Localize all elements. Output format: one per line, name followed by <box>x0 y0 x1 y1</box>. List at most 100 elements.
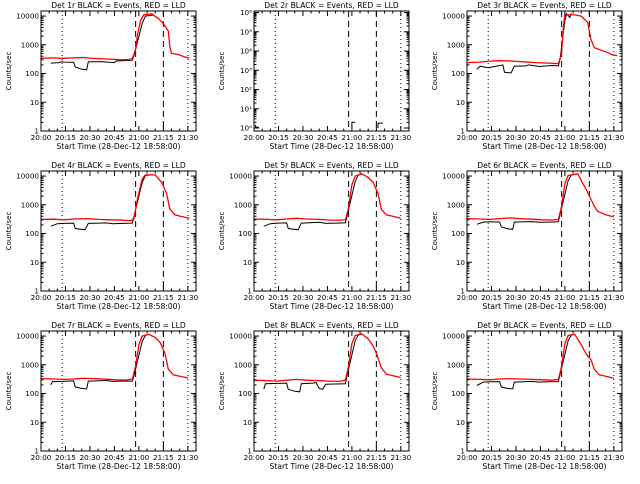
y-tick-label: 1 <box>34 127 39 136</box>
x-axis-label: Start Time (28-Dec-12 18:58:00) <box>270 462 394 471</box>
x-tick-label: 20:15 <box>481 453 502 462</box>
plot-frame <box>466 10 623 132</box>
x-tick-label: 21:15 <box>153 293 174 302</box>
y-tick-label: 1000 <box>447 360 466 369</box>
events-series-line <box>263 333 362 393</box>
events-series-line <box>476 333 575 390</box>
y-tick-label: 1000 <box>234 360 253 369</box>
lld-series-line <box>467 333 614 381</box>
x-tick-label: 20:00 <box>244 293 265 302</box>
y-tick-label: 10000 <box>16 332 39 341</box>
x-axis-label: Start Time (28-Dec-12 18:58:00) <box>57 302 181 311</box>
y-tick-label: 1 <box>460 127 465 136</box>
y-tick-label: 10⁴ <box>240 47 252 56</box>
plot-frame <box>466 330 623 452</box>
y-tick-label: 100 <box>25 229 39 238</box>
x-tick-label: 20:30 <box>506 293 527 302</box>
lld-series-line <box>41 333 188 381</box>
x-axis-label: Start Time (28-Dec-12 18:58:00) <box>270 302 394 311</box>
x-tick-label: 21:30 <box>603 453 624 462</box>
events-series-line <box>476 12 572 74</box>
y-tick-label: 10000 <box>442 332 465 341</box>
y-tick-label: 100 <box>238 229 252 238</box>
x-axis-label: Start Time (28-Dec-12 18:58:00) <box>57 462 181 471</box>
x-tick-label: 21:00 <box>342 293 363 302</box>
y-tick-label: 10⁰ <box>240 124 252 133</box>
plot-frame <box>253 330 410 452</box>
events-series-line <box>351 121 356 128</box>
x-tick-label: 20:00 <box>244 133 265 142</box>
panel-title: Det 3r BLACK = Events, RED = LLD <box>477 1 612 10</box>
y-tick-label: 10000 <box>442 12 465 21</box>
y-tick-label: 1 <box>34 447 39 456</box>
y-axis-label: Counts/sec <box>218 52 226 91</box>
x-axis-label: Start Time (28-Dec-12 18:58:00) <box>483 302 607 311</box>
y-tick-label: 1000 <box>447 40 466 49</box>
plot-frame <box>40 10 197 132</box>
detector-panel-7: Det 7r BLACK = Events, RED = LLD 1 10 100 10… <box>5 321 199 471</box>
x-tick-label: 21:00 <box>129 453 150 462</box>
events-series-line <box>377 122 383 128</box>
x-tick-label: 20:15 <box>55 133 76 142</box>
x-tick-label: 21:30 <box>390 133 411 142</box>
x-tick-label: 21:30 <box>177 293 198 302</box>
series-group <box>467 12 618 74</box>
y-tick-label: 1000 <box>21 40 40 49</box>
x-tick-label: 20:30 <box>293 293 314 302</box>
plot-frame <box>40 330 197 452</box>
y-tick-label: 10000 <box>16 172 39 181</box>
lld-series-line <box>467 173 614 221</box>
x-tick-label: 21:00 <box>129 133 150 142</box>
x-axis-label: Start Time (28-Dec-12 18:58:00) <box>483 142 607 151</box>
y-tick-label: 10000 <box>442 172 465 181</box>
x-tick-label: 21:15 <box>153 453 174 462</box>
x-tick-label: 21:00 <box>555 293 576 302</box>
series-group <box>41 174 190 231</box>
y-tick-label: 100 <box>238 389 252 398</box>
x-tick-label: 20:30 <box>80 453 101 462</box>
events-series-line <box>263 173 362 231</box>
x-tick-label: 20:15 <box>268 133 289 142</box>
plot-frame <box>40 170 197 292</box>
y-tick-label: 10000 <box>229 172 252 181</box>
detector-panel-3: Det 3r BLACK = Events, RED = LLD 1 10 100 10… <box>431 1 625 151</box>
series-group <box>467 333 614 390</box>
y-tick-label: 10³ <box>240 66 252 75</box>
series-group <box>255 121 383 128</box>
series-group <box>41 13 190 71</box>
y-tick-label: 10 <box>456 258 466 267</box>
x-tick-label: 20:15 <box>481 133 502 142</box>
x-tick-label: 21:00 <box>342 453 363 462</box>
y-tick-label: 1 <box>460 447 465 456</box>
y-tick-label: 10 <box>30 418 40 427</box>
series-group <box>254 173 401 231</box>
events-series-line <box>476 173 575 230</box>
x-tick-label: 21:00 <box>342 133 363 142</box>
series-group <box>41 333 188 390</box>
series-group <box>467 173 614 230</box>
y-tick-label: 100 <box>451 229 465 238</box>
y-tick-label: 100 <box>451 389 465 398</box>
y-tick-label: 10 <box>243 418 253 427</box>
y-tick-label: 1 <box>247 287 252 296</box>
panel-title: Det 4r BLACK = Events, RED = LLD <box>51 161 186 170</box>
x-tick-label: 20:30 <box>293 453 314 462</box>
events-series-line <box>50 333 149 390</box>
x-tick-label: 21:30 <box>603 133 624 142</box>
lld-series-line <box>41 13 190 61</box>
x-tick-label: 21:30 <box>390 453 411 462</box>
x-tick-label: 21:00 <box>129 293 150 302</box>
x-tick-label: 21:15 <box>579 133 600 142</box>
x-tick-label: 21:30 <box>177 453 198 462</box>
x-tick-label: 21:15 <box>366 453 387 462</box>
lld-series-line <box>254 333 401 383</box>
y-tick-label: 100 <box>25 389 39 398</box>
y-axis-label: Counts/sec <box>5 52 13 91</box>
x-tick-label: 20:00 <box>457 133 478 142</box>
x-tick-label: 20:15 <box>481 293 502 302</box>
x-tick-label: 20:00 <box>244 453 265 462</box>
y-axis-label: Counts/sec <box>5 372 13 411</box>
detector-panel-4: Det 4r BLACK = Events, RED = LLD 1 10 100 10… <box>5 161 199 311</box>
x-tick-label: 21:30 <box>603 293 624 302</box>
lld-series-line <box>41 174 190 222</box>
